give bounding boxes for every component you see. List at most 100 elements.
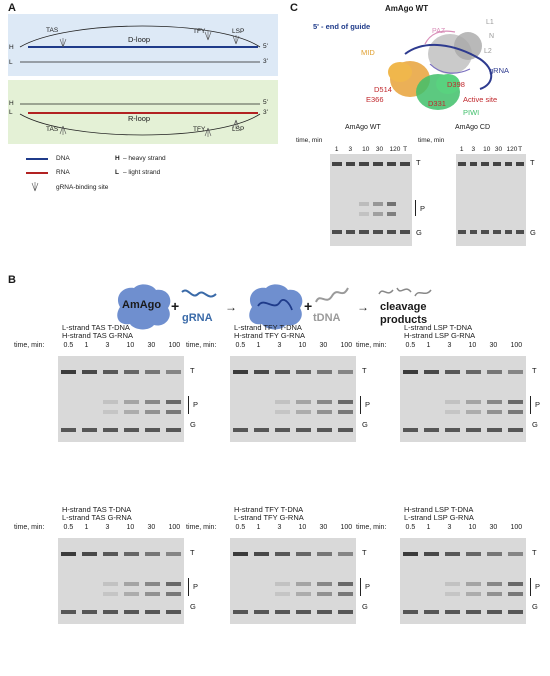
gel-b-time-value: 3 <box>277 342 282 349</box>
guide-band <box>508 610 523 614</box>
site-label-tas: TAS <box>46 27 59 34</box>
scheme-guide: gRNA <box>182 312 213 324</box>
target-band <box>508 552 523 556</box>
gel-b-title-line1: L-strand TFY T-DNA <box>234 323 302 332</box>
gel-b-title-line1: L-strand LSP T-DNA <box>404 323 473 332</box>
product-band <box>166 410 181 414</box>
gel-b-time-value: 30 <box>147 524 156 531</box>
product-band <box>124 592 139 596</box>
strand-l-top: L <box>9 59 13 66</box>
guide-band <box>345 230 356 234</box>
scheme-products-2: products <box>380 314 428 326</box>
target-band <box>275 552 290 556</box>
product-band <box>445 400 460 404</box>
product-band <box>145 410 160 414</box>
guide-band <box>233 428 248 432</box>
guide-band <box>166 610 181 614</box>
domain-paz: PAZ <box>432 28 446 35</box>
gRNA-site-icon <box>59 119 240 137</box>
site-label-tfy-b: TFY <box>193 126 206 133</box>
site-legend-icon <box>31 182 39 192</box>
scheme-arrow1: → <box>225 300 237 314</box>
product-band <box>166 400 181 404</box>
gel-b-time-value: 30 <box>489 342 498 349</box>
gel-b-time-value: 100 <box>510 524 523 531</box>
residue-e366: E366 <box>366 95 384 104</box>
product-band <box>166 582 181 586</box>
guide-band <box>254 610 269 614</box>
gel-b-time-label: time, min: <box>356 342 387 349</box>
guide-band <box>317 428 332 432</box>
product-band <box>466 400 481 404</box>
guide-band <box>145 610 160 614</box>
product-band <box>103 592 118 596</box>
protein-structure-image <box>388 30 493 110</box>
guide-band <box>400 230 410 234</box>
target-band <box>338 370 353 374</box>
gel-c-wt-time-label: time, min <box>296 137 323 144</box>
target-band <box>424 370 439 374</box>
gel-b-time-value: 10 <box>468 342 477 349</box>
product-band <box>373 212 383 216</box>
gel-b-time-value: 30 <box>489 524 498 531</box>
gel-c-cd-title: AmAgo CD <box>455 124 491 131</box>
gel-b-title-line2: H-strand TAS G-RNA <box>62 331 133 340</box>
cleavage-products-icon <box>378 287 432 297</box>
gel-b-title-line2: L-strand LSP G-RNA <box>404 513 474 522</box>
gel-image <box>230 356 356 442</box>
domain-grna: gRNA <box>489 66 510 75</box>
gel-c-wt <box>330 154 412 246</box>
product-band <box>145 582 160 586</box>
target-band <box>400 162 410 166</box>
domain-piwi: PIWI <box>463 108 480 117</box>
product-band <box>124 582 139 586</box>
target-band <box>466 552 481 556</box>
d-loop-box <box>8 14 278 76</box>
target-band <box>124 552 139 556</box>
product-band <box>296 592 311 596</box>
gel-c-wt-times: 1 3 10 30 120 T <box>332 146 412 154</box>
target-band <box>103 552 118 556</box>
product-band <box>466 582 481 586</box>
band-p-label: P <box>365 582 371 591</box>
product-band <box>317 592 332 596</box>
target-band <box>332 162 342 166</box>
gel-c-cd-t-label: T <box>530 158 535 167</box>
gel-b-time-value: 100 <box>168 342 181 349</box>
target-band <box>508 370 523 374</box>
gel-b-time-value: 100 <box>340 342 353 349</box>
guide-band <box>124 428 139 432</box>
guide-band <box>254 428 269 432</box>
guide-band <box>61 428 76 432</box>
guide-band <box>296 428 311 432</box>
gel-c-time-value: 30 <box>494 146 503 153</box>
gel-b-time-value: 10 <box>126 342 135 349</box>
gel-b-time-value: 1 <box>84 342 89 349</box>
gRNA-site-icon <box>59 31 240 48</box>
target-band <box>487 552 502 556</box>
band-t-label: T <box>190 366 195 375</box>
legend-h-text: – heavy strand <box>123 155 166 162</box>
product-band <box>445 582 460 586</box>
gel-b-time-label: time, min: <box>186 342 217 349</box>
product-band <box>338 592 353 596</box>
scheme-products-1: cleavage <box>380 301 427 313</box>
product-band <box>338 582 353 586</box>
target-band <box>338 552 353 556</box>
target-band <box>82 552 97 556</box>
gel-c-wt-p-label: P <box>420 204 426 213</box>
product-bracket <box>530 578 531 596</box>
gel-b-time-label: time, min: <box>186 524 217 531</box>
product-band <box>466 592 481 596</box>
guide-band <box>487 610 502 614</box>
target-band <box>145 552 160 556</box>
tdna-squiggle-icon <box>315 287 349 303</box>
gel-c-time-value: 30 <box>375 146 384 153</box>
guide-band <box>445 428 460 432</box>
target-band <box>103 370 118 374</box>
gel-c-time-value: T <box>403 146 408 153</box>
gel-b-title-line2: L-strand TAS G-RNA <box>62 513 132 522</box>
domain-n: N <box>489 33 495 40</box>
domain-l2: L2 <box>484 48 492 55</box>
target-band <box>296 552 311 556</box>
